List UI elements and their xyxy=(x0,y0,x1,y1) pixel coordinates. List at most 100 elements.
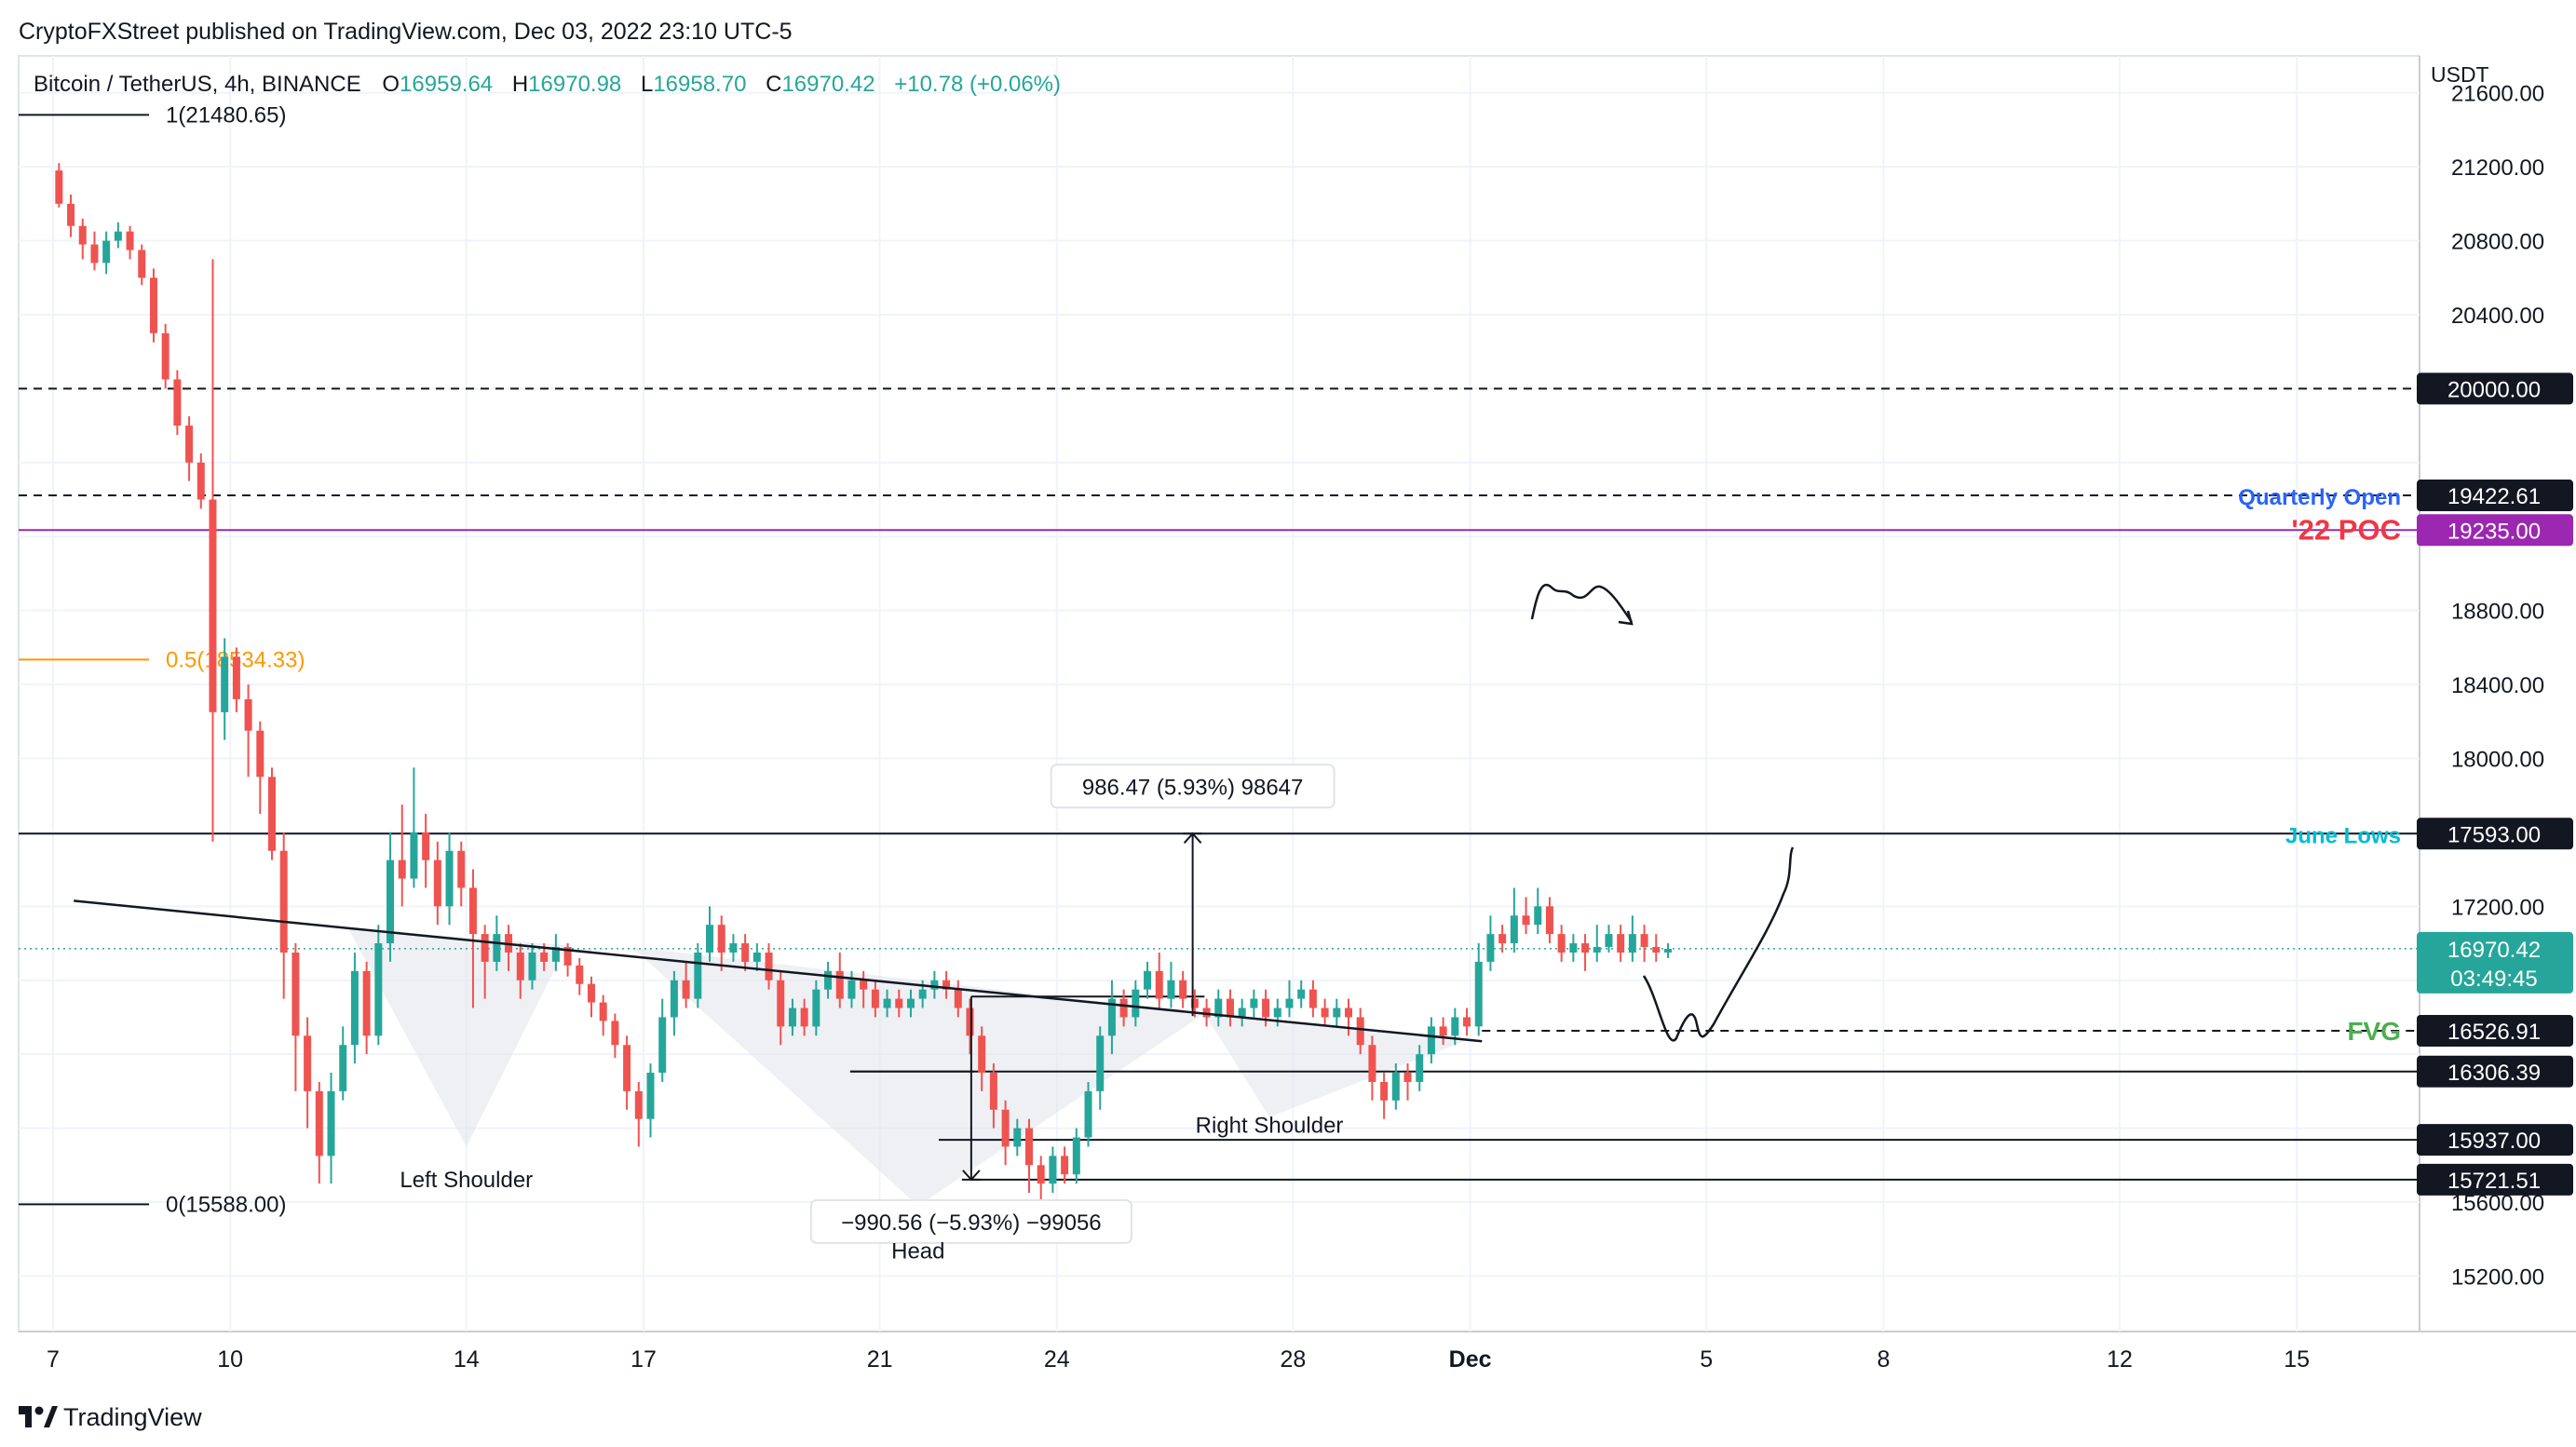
candle-body[interactable] xyxy=(563,947,572,966)
candle-body[interactable] xyxy=(1321,1007,1329,1018)
candle-body[interactable] xyxy=(670,980,678,1018)
candle-body[interactable] xyxy=(812,989,820,1027)
candle-body[interactable] xyxy=(398,859,406,879)
candle-body[interactable] xyxy=(1144,970,1152,990)
candle-body[interactable] xyxy=(1439,1026,1447,1036)
candle-body[interactable] xyxy=(1179,980,1187,999)
candle-body[interactable] xyxy=(1072,1137,1080,1175)
candle-body[interactable] xyxy=(1273,1007,1281,1018)
candle-body[interactable] xyxy=(1605,934,1613,948)
candle-body[interactable] xyxy=(410,832,418,879)
candle-body[interactable] xyxy=(256,730,264,778)
candle-body[interactable] xyxy=(1522,915,1530,926)
candle-body[interactable] xyxy=(989,1073,997,1110)
candle-body[interactable] xyxy=(1510,915,1518,944)
candle-body[interactable] xyxy=(765,952,773,980)
candle-body[interactable] xyxy=(1663,949,1672,953)
candle-body[interactable] xyxy=(221,656,229,712)
candle-body[interactable] xyxy=(1308,989,1317,1008)
candle-body[interactable] xyxy=(457,850,466,888)
candle-body[interactable] xyxy=(1202,1007,1211,1018)
candle-body[interactable] xyxy=(682,980,690,999)
candle-body[interactable] xyxy=(918,989,927,999)
candle-body[interactable] xyxy=(1214,998,1223,1018)
candle-body[interactable] xyxy=(1049,1156,1057,1184)
candle-body[interactable] xyxy=(694,952,702,999)
price-label-tag[interactable] xyxy=(2417,1055,2573,1088)
plot-area[interactable] xyxy=(18,55,2420,1332)
candle-body[interactable] xyxy=(350,970,359,1046)
candle-body[interactable] xyxy=(954,989,962,1008)
candle-body[interactable] xyxy=(788,1007,796,1027)
candle-body[interactable] xyxy=(1534,906,1542,926)
candle-body[interactable] xyxy=(516,952,524,980)
candle-body[interactable] xyxy=(327,1090,335,1156)
candle-body[interactable] xyxy=(161,332,169,380)
candle-body[interactable] xyxy=(1416,1054,1424,1082)
candle-body[interactable] xyxy=(493,934,501,962)
candle-body[interactable] xyxy=(138,250,146,278)
neckline[interactable] xyxy=(74,899,1483,1043)
candle-body[interactable] xyxy=(1345,1007,1353,1018)
candle-body[interactable] xyxy=(777,980,785,1027)
candle-body[interactable] xyxy=(1451,1017,1459,1036)
candle-body[interactable] xyxy=(67,203,75,226)
candle-body[interactable] xyxy=(658,1017,667,1074)
candle-body[interactable] xyxy=(1474,961,1483,1027)
candle-body[interactable] xyxy=(197,462,205,500)
candle-body[interactable] xyxy=(1013,1128,1022,1147)
candle-body[interactable] xyxy=(835,970,844,999)
candle-body[interactable] xyxy=(209,499,217,712)
candle-body[interactable] xyxy=(1463,1017,1471,1027)
candle-body[interactable] xyxy=(433,859,441,907)
price-label-tag[interactable] xyxy=(2417,1014,2573,1047)
candle-body[interactable] xyxy=(1001,1109,1010,1147)
candle-body[interactable] xyxy=(860,980,868,990)
candle-body[interactable] xyxy=(1025,1128,1034,1166)
price-label-tag[interactable] xyxy=(2417,818,2573,850)
candle-body[interactable] xyxy=(468,887,477,935)
candle-body[interactable] xyxy=(149,277,157,333)
price-label-tag[interactable] xyxy=(2417,1124,2573,1156)
candle-body[interactable] xyxy=(1486,934,1495,962)
candle-body[interactable] xyxy=(1167,980,1175,999)
candle-body[interactable] xyxy=(895,998,903,1008)
candle-body[interactable] xyxy=(551,947,560,962)
candle-body[interactable] xyxy=(942,980,951,990)
candle-body[interactable] xyxy=(576,965,584,984)
candle-body[interactable] xyxy=(752,952,761,962)
candle-body[interactable] xyxy=(291,952,300,1036)
candle-body[interactable] xyxy=(244,698,252,731)
candle-body[interactable] xyxy=(315,1090,323,1156)
candle-body[interactable] xyxy=(362,970,371,1036)
candle-body[interactable] xyxy=(1084,1090,1092,1138)
candle-body[interactable] xyxy=(1096,1035,1105,1091)
candle-body[interactable] xyxy=(1403,1073,1412,1082)
candle-body[interactable] xyxy=(279,850,288,953)
candle-body[interactable] xyxy=(1250,998,1258,1008)
candle-body[interactable] xyxy=(871,989,879,1008)
candle-body[interactable] xyxy=(599,1002,607,1021)
candle-body[interactable] xyxy=(78,225,87,245)
candle-body[interactable] xyxy=(185,426,194,463)
candle-body[interactable] xyxy=(90,244,99,264)
candle-body[interactable] xyxy=(1427,1026,1435,1055)
candle-body[interactable] xyxy=(528,952,536,980)
price-label-tag[interactable] xyxy=(2417,480,2573,512)
candle-body[interactable] xyxy=(1628,934,1636,953)
candle-body[interactable] xyxy=(883,998,891,1008)
last-price-tag[interactable] xyxy=(2417,931,2573,994)
price-label-tag[interactable] xyxy=(2417,372,2573,405)
candle-body[interactable] xyxy=(1132,989,1140,1018)
candle-body[interactable] xyxy=(386,859,395,944)
candle-body[interactable] xyxy=(1297,989,1306,999)
candle-body[interactable] xyxy=(445,850,454,907)
candle-body[interactable] xyxy=(1545,906,1553,935)
candle-body[interactable] xyxy=(706,925,714,953)
candle-body[interactable] xyxy=(824,970,833,990)
candle-body[interactable] xyxy=(339,1045,347,1091)
candle-body[interactable] xyxy=(1155,970,1163,999)
candle-body[interactable] xyxy=(374,943,383,1036)
candle-body[interactable] xyxy=(114,231,122,241)
candle-body[interactable] xyxy=(1391,1073,1400,1101)
